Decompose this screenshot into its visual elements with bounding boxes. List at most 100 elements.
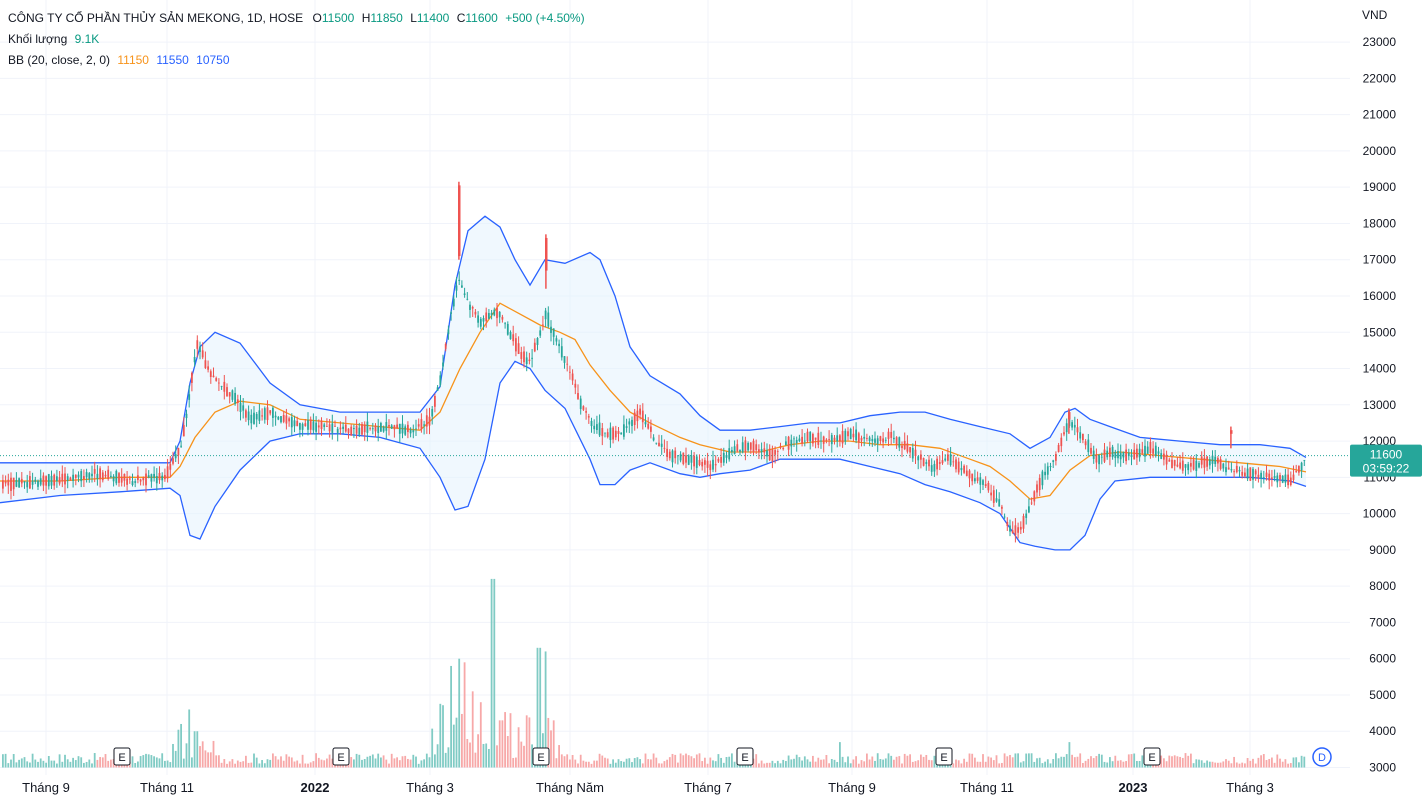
bb-fill-area: [0, 216, 1306, 550]
candle-body: [668, 451, 671, 459]
candle-body: [1260, 472, 1262, 479]
volume-bar: [509, 713, 512, 768]
candle-body: [377, 426, 380, 433]
volume-bar: [169, 762, 172, 768]
volume-bar: [488, 748, 490, 768]
candle-body: [428, 416, 431, 426]
volume-bar: [350, 757, 353, 768]
candle-body: [66, 476, 69, 481]
legend-volume-row[interactable]: Khối lượng 9.1K: [8, 29, 585, 50]
volume-bar: [158, 758, 161, 768]
candle-body: [169, 464, 172, 470]
candle-body: [336, 428, 339, 433]
candle-body: [390, 425, 393, 429]
volume-bar: [331, 758, 334, 768]
candle-body: [677, 455, 679, 457]
candle-body: [1273, 475, 1276, 479]
volume-bar: [388, 763, 390, 768]
candle-body: [1219, 458, 1222, 469]
candle-body: [1176, 464, 1179, 467]
price-tick-label: 8000: [1369, 579, 1396, 593]
candle-body: [263, 408, 266, 420]
candle-body: [552, 328, 555, 337]
candle-body: [1098, 455, 1100, 465]
volume-bar: [1046, 759, 1049, 768]
candle-body: [215, 378, 218, 381]
volume-bar: [558, 745, 560, 768]
candle-body: [809, 431, 812, 442]
volume-bar: [536, 647, 539, 768]
volume-bar: [974, 757, 976, 768]
earnings-marker[interactable]: E: [113, 747, 131, 766]
legend-title[interactable]: CÔNG TY CỔ PHẦN THỦY SẢN MEKONG, 1D, HOS…: [8, 11, 304, 25]
earnings-marker[interactable]: E: [332, 747, 350, 766]
volume-bar: [539, 647, 542, 768]
volume-bar: [1179, 756, 1181, 768]
candle-body: [1298, 466, 1300, 473]
candle-body: [447, 329, 450, 335]
earnings-marker[interactable]: E: [1143, 747, 1161, 766]
candle-body: [906, 443, 909, 452]
volume-bars: [2, 578, 1306, 768]
earnings-marker-label: E: [741, 752, 748, 764]
candle-body: [774, 450, 776, 455]
volume-bar: [766, 762, 768, 768]
volume-bar: [515, 757, 517, 768]
price-tick-label: 19000: [1363, 180, 1397, 194]
volume-bar: [285, 754, 288, 768]
candle-body: [725, 455, 728, 458]
volume-bar: [849, 763, 852, 768]
volume-bar: [968, 753, 971, 768]
volume-bar: [466, 738, 469, 768]
volume-bar: [922, 756, 925, 768]
candle-body: [795, 439, 798, 444]
volume-bar: [201, 741, 204, 768]
price-tick-label: 15000: [1363, 325, 1397, 339]
candle-body: [196, 340, 199, 349]
volume-bar: [560, 754, 563, 768]
candle-body: [855, 429, 857, 441]
volume-bar: [188, 709, 191, 768]
volume-bar: [855, 756, 857, 768]
candle-body: [401, 423, 404, 434]
candle-body: [685, 455, 687, 463]
candle-body: [231, 390, 234, 400]
dividend-marker[interactable]: D: [1312, 747, 1332, 767]
candle-body: [355, 425, 358, 434]
candle-body: [477, 315, 479, 323]
volume-bar: [520, 741, 523, 768]
volume-bar: [1225, 759, 1227, 768]
earnings-marker[interactable]: E: [736, 747, 754, 766]
volume-bar: [212, 740, 215, 768]
volume-bar: [290, 757, 293, 768]
candle-body: [1265, 472, 1268, 477]
candle-body: [112, 476, 115, 482]
volume-bar: [552, 720, 555, 768]
volume-bar: [1260, 755, 1262, 768]
volume-bar: [258, 763, 261, 768]
volume-bar: [4, 753, 7, 768]
candle-body: [1049, 465, 1052, 468]
volume-bar: [471, 691, 474, 768]
candle-body: [455, 285, 458, 291]
candle-body: [544, 310, 547, 320]
candle-body: [1287, 474, 1289, 486]
earnings-marker[interactable]: E: [935, 747, 953, 766]
candle-body: [253, 412, 255, 424]
volume-bar: [434, 754, 436, 768]
volume-bar: [236, 760, 239, 768]
volume-bar: [80, 757, 83, 768]
price-tick-label: 22000: [1363, 71, 1397, 85]
volume-bar: [282, 760, 285, 768]
legend-close: 11600: [465, 11, 498, 25]
candle-body: [1276, 475, 1279, 483]
volume-bar: [226, 763, 228, 768]
volume-bar: [614, 762, 617, 768]
volume-bar: [728, 756, 731, 768]
legend-bb-row[interactable]: BB (20, close, 2, 0) 11150 11550 10750: [8, 50, 585, 71]
earnings-marker[interactable]: E: [532, 747, 550, 766]
volume-bar: [1011, 757, 1014, 768]
volume-bar: [277, 759, 280, 768]
